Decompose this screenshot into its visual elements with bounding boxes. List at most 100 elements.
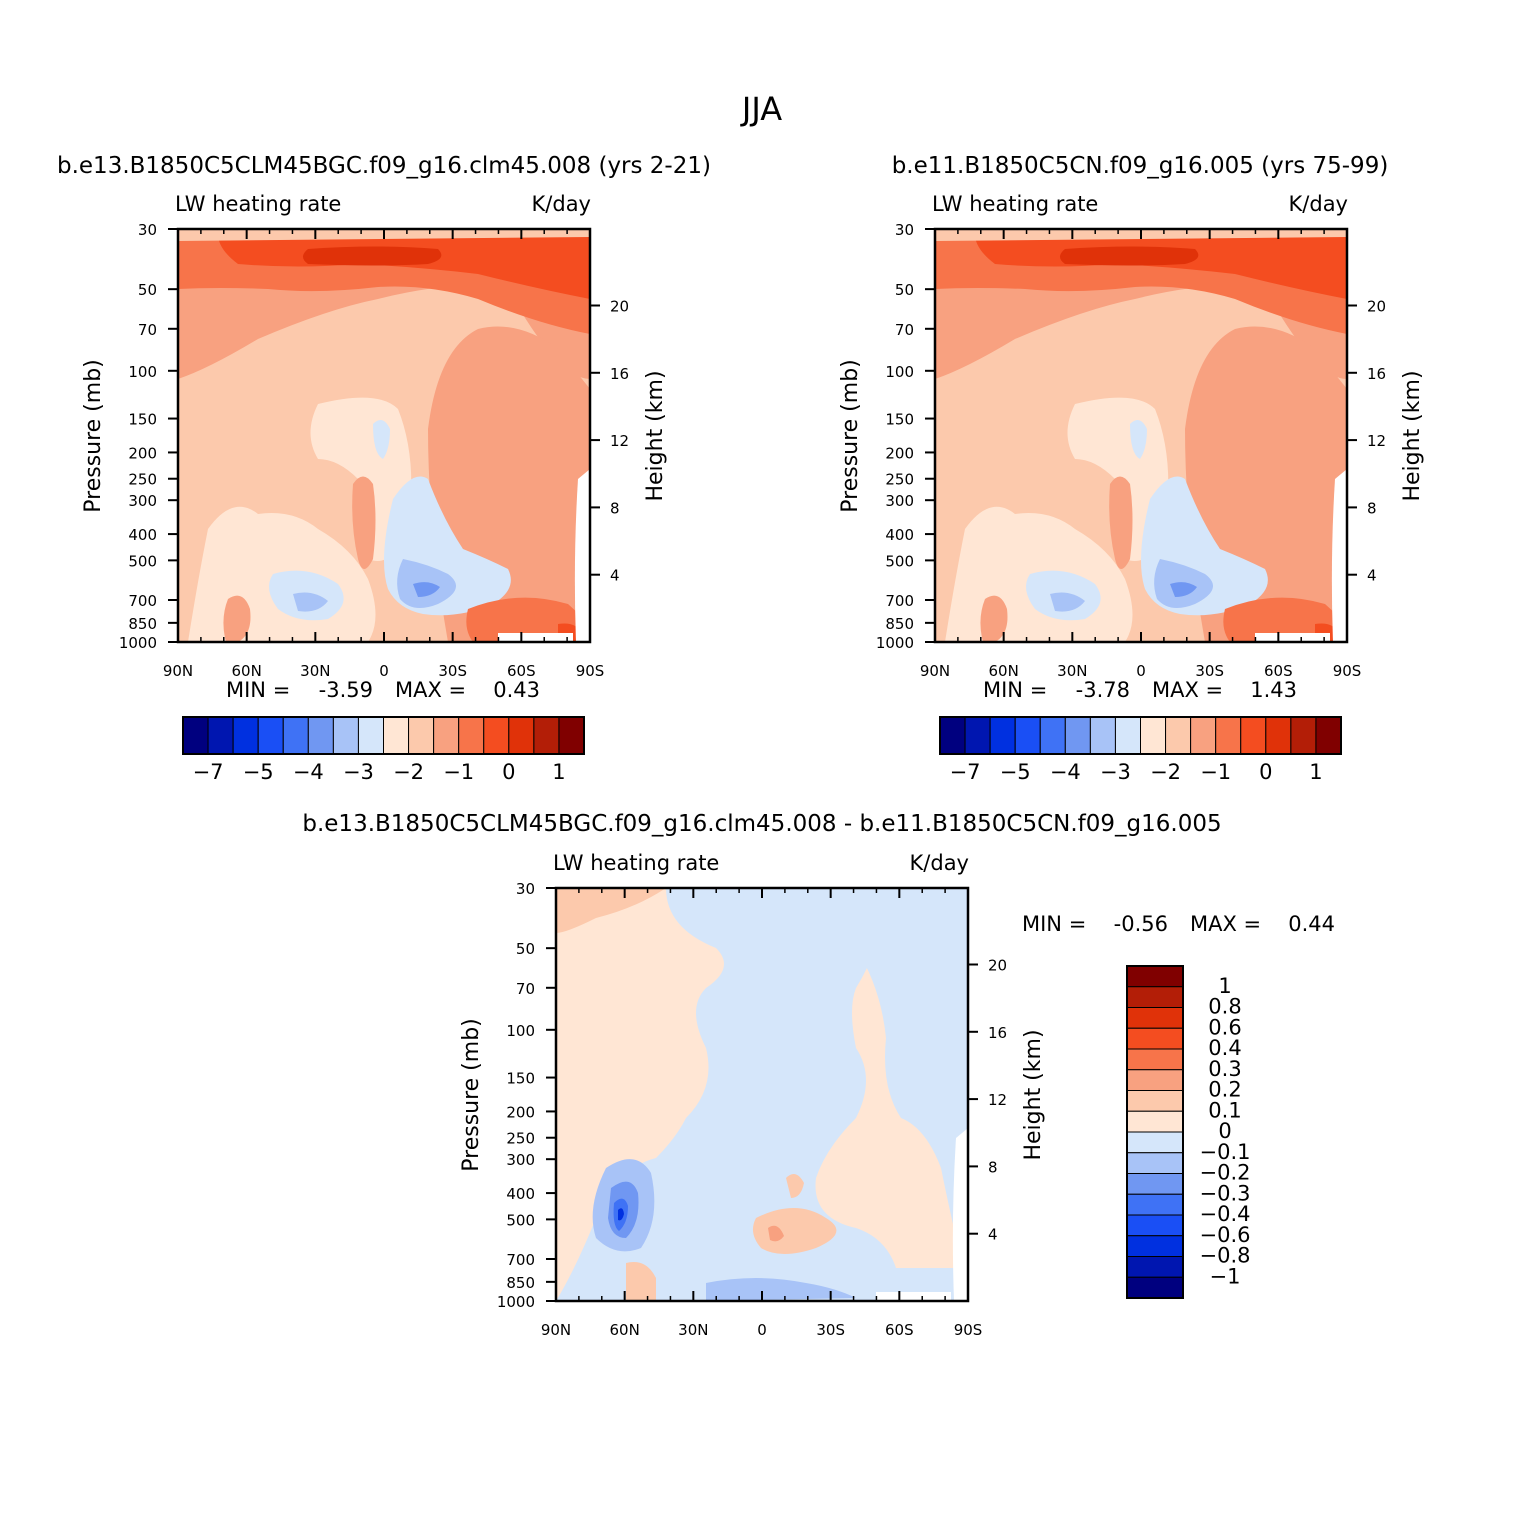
colorbar-swatch xyxy=(1126,1110,1184,1133)
x-tick-label: 30S xyxy=(1195,662,1224,680)
min-value: -3.59 xyxy=(319,678,373,702)
y-tick-label: 300 xyxy=(506,1151,535,1169)
colorbar-swatch xyxy=(1126,1027,1184,1050)
y-tick-label: 400 xyxy=(128,526,157,544)
axis-ticks: 90N 60N 30N 0 30S 60S 90S 30 50 70 100 150 200 250 300… xyxy=(119,221,629,680)
colorbar-label: −4 xyxy=(293,760,324,784)
colorbar-swatch xyxy=(1114,716,1141,755)
colorbar-swatch xyxy=(433,716,460,755)
panel-case-1-units: K/day xyxy=(532,192,591,216)
y-tick-label: 700 xyxy=(128,592,157,610)
y-tick-label: 200 xyxy=(128,444,157,462)
colorbar-swatch xyxy=(1126,1131,1184,1154)
colorbar-label: 0 xyxy=(1259,760,1272,784)
y-tick-label: 30 xyxy=(138,221,157,239)
x-tick-label: 60S xyxy=(885,1321,914,1339)
colorbar-swatch xyxy=(1140,716,1167,755)
colorbar-label: −0.4 xyxy=(1200,1202,1251,1226)
colorbar-label: 0 xyxy=(1218,1119,1231,1143)
colorbar-label: 1 xyxy=(1309,760,1322,784)
min-label: MIN = xyxy=(1022,912,1086,936)
y-tick-label: 400 xyxy=(885,526,914,544)
colorbar-swatch xyxy=(508,716,535,755)
panel-difference: b.e13.B1850C5CLM45BGC.f09_g16.clm45.008 … xyxy=(302,811,1335,1339)
colorbar-label: 0.8 xyxy=(1208,995,1241,1019)
colorbar-label: 0.2 xyxy=(1208,1078,1241,1102)
colorbar-label: 1 xyxy=(552,760,565,784)
colorbar-swatch xyxy=(1064,716,1091,755)
colorbar-swatch xyxy=(282,716,309,755)
colorbar-label: 0.4 xyxy=(1208,1036,1241,1060)
colorbar: 10.80.60.40.30.20.10−0.1−0.2−0.3−0.4−0.6… xyxy=(1126,965,1251,1299)
y-tick-label: 100 xyxy=(506,1022,535,1040)
x-tick-label: 90S xyxy=(1333,662,1362,680)
height-tick-label: 12 xyxy=(1367,432,1386,450)
y-tick-label: 50 xyxy=(895,281,914,299)
y-tick-label: 1000 xyxy=(119,634,157,652)
colorbar-label: −7 xyxy=(193,760,224,784)
colorbar-swatch xyxy=(1089,716,1116,755)
colorbar-swatch xyxy=(1126,1235,1184,1257)
colorbar-swatch xyxy=(1126,1193,1184,1216)
height-tick-label: 8 xyxy=(610,499,620,517)
y-tick-label: 500 xyxy=(128,552,157,570)
colorbar-swatch xyxy=(408,716,435,755)
colorbar-frame xyxy=(1126,965,1184,1299)
colorbar-label: −7 xyxy=(950,760,981,784)
y-tick-label: 1000 xyxy=(876,634,914,652)
colorbar-swatch xyxy=(232,716,259,755)
x-tick-label: 30N xyxy=(1057,662,1087,680)
panel-difference-left-label: LW heating rate xyxy=(553,851,719,875)
colorbar-swatch xyxy=(307,716,334,755)
colorbar-swatch xyxy=(1240,716,1267,755)
colorbar-swatch xyxy=(1126,1256,1184,1278)
y-tick-label: 30 xyxy=(516,880,535,898)
height-tick-label: 12 xyxy=(988,1091,1007,1109)
colorbar-swatch xyxy=(257,716,284,755)
y-tick-label: 200 xyxy=(885,444,914,462)
height-tick-label: 20 xyxy=(1367,297,1386,315)
y-tick-label: 150 xyxy=(885,411,914,429)
colorbar-label: −0.2 xyxy=(1200,1161,1251,1185)
colorbar: −7 −5 −4 −3 −2 −1 0 1 xyxy=(939,716,1342,784)
colorbar-swatch xyxy=(1126,965,1184,988)
x-tick-label: 60S xyxy=(1264,662,1293,680)
colorbar-swatch xyxy=(1315,716,1342,755)
colorbar-swatch xyxy=(1290,716,1317,755)
y-tick-label: 850 xyxy=(506,1274,535,1292)
colorbar-label: −3 xyxy=(343,760,374,784)
colorbar-swatch xyxy=(1126,986,1184,1008)
y-tick-label: 500 xyxy=(885,552,914,570)
y-tick-label: 30 xyxy=(895,221,914,239)
colorbar-frame xyxy=(182,716,585,755)
height-tick-label: 20 xyxy=(988,956,1007,974)
colorbar: −7 −5 −4 −3 −2 −1 0 1 xyxy=(182,716,585,784)
x-tick-label: 30N xyxy=(678,1321,708,1339)
x-tick-label: 60N xyxy=(610,1321,640,1339)
y-tick-label: 100 xyxy=(885,363,914,381)
x-tick-label: 90N xyxy=(163,662,193,680)
panel-case-1-left-label: LW heating rate xyxy=(175,192,341,216)
colorbar-label: −0.3 xyxy=(1200,1181,1251,1205)
colorbar-swatch xyxy=(558,716,585,755)
colorbar-swatch xyxy=(1014,716,1041,755)
colorbar-label: 0.6 xyxy=(1208,1015,1241,1039)
colorbar-label: 0.3 xyxy=(1208,1057,1241,1081)
colorbar-label: 1 xyxy=(1218,974,1231,998)
y-tick-label: 850 xyxy=(885,615,914,633)
colorbar-swatch xyxy=(1126,1069,1184,1091)
max-label: MAX = xyxy=(395,678,466,702)
colorbar-label: −0.8 xyxy=(1200,1244,1251,1268)
y-axis-title: Pressure (mb) xyxy=(81,359,106,513)
height-tick-label: 8 xyxy=(988,1158,998,1176)
contour-field xyxy=(556,888,968,1301)
max-value: 1.43 xyxy=(1250,678,1297,702)
colorbar-label: −2 xyxy=(1150,760,1181,784)
colorbar-swatch xyxy=(1126,1214,1184,1237)
height-tick-label: 4 xyxy=(610,567,620,585)
colorbar-label: 0 xyxy=(502,760,515,784)
y-tick-label: 70 xyxy=(138,321,157,339)
colorbar-label: −2 xyxy=(393,760,424,784)
colorbar-label: −3 xyxy=(1100,760,1131,784)
y-tick-label: 150 xyxy=(128,411,157,429)
